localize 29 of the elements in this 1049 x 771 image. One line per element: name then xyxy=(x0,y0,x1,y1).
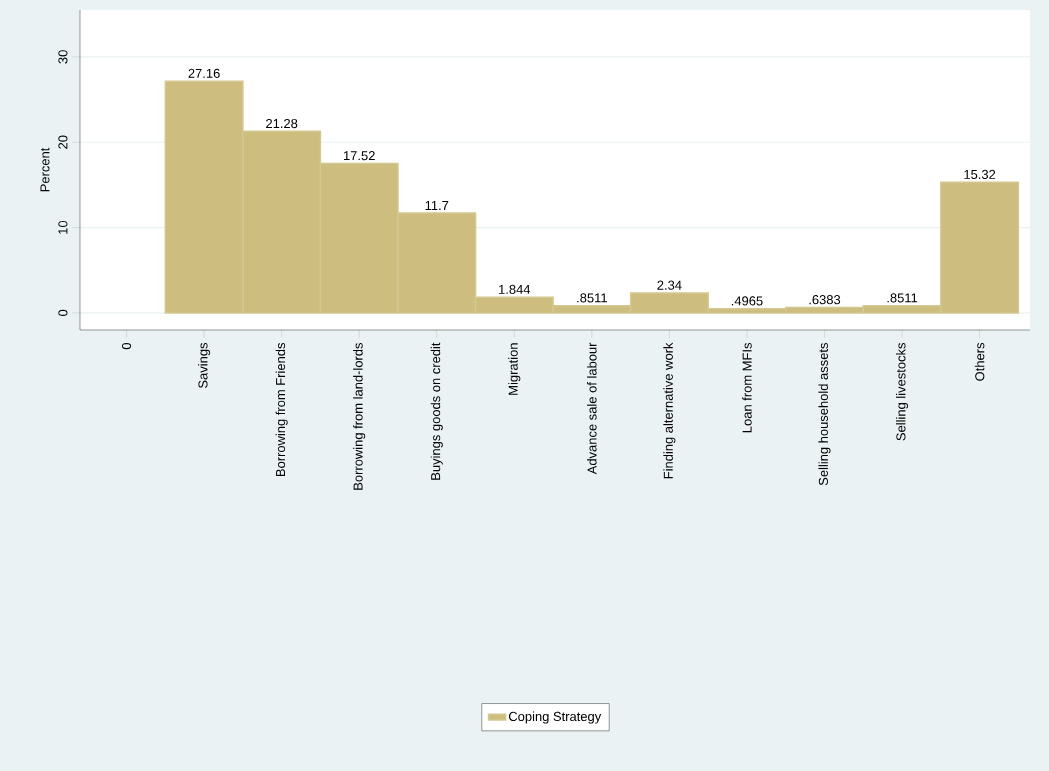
data-label: 2.34 xyxy=(657,280,682,290)
x-tick-label: Savings xyxy=(198,342,211,388)
data-label: 27.16 xyxy=(188,68,220,78)
x-tick-label: 0 xyxy=(121,343,132,350)
y-tick-label: 0 xyxy=(58,309,68,317)
x-tick-label: Borrowing from land-lords xyxy=(353,343,366,490)
data-label: .8511 xyxy=(887,293,918,303)
x-tick-label: Finding alternative work xyxy=(663,342,676,479)
x-tick-label: Advance sale of labour xyxy=(587,342,597,475)
x-tick-label: Buyings goods on credit xyxy=(430,342,443,480)
x-tick-label: Loan from MFIs xyxy=(742,342,752,433)
legend-label: Coping Strategy xyxy=(508,711,602,724)
data-label: .6383 xyxy=(809,295,841,305)
x-tick-label: Selling household assets xyxy=(818,343,831,486)
data-label: 21.28 xyxy=(266,118,298,129)
data-label: .4965 xyxy=(731,296,763,306)
data-label: .8511 xyxy=(577,293,607,303)
y-tick-label: 10 xyxy=(58,220,68,234)
x-tick-label: Migration xyxy=(508,343,521,395)
x-tick-label: Selling livestocks xyxy=(896,342,909,441)
y-tick-label: 30 xyxy=(58,50,68,64)
y-axis-title: Percent xyxy=(40,147,50,192)
data-label: 15.32 xyxy=(964,169,996,179)
data-label: 17.52 xyxy=(343,151,375,161)
data-label: 1.844 xyxy=(499,284,531,294)
y-tick-label: 20 xyxy=(58,135,68,149)
x-tick-label: Borrowing from Friends xyxy=(275,342,288,477)
data-label: 11.7 xyxy=(425,200,449,210)
x-tick-label: Others xyxy=(974,342,985,381)
